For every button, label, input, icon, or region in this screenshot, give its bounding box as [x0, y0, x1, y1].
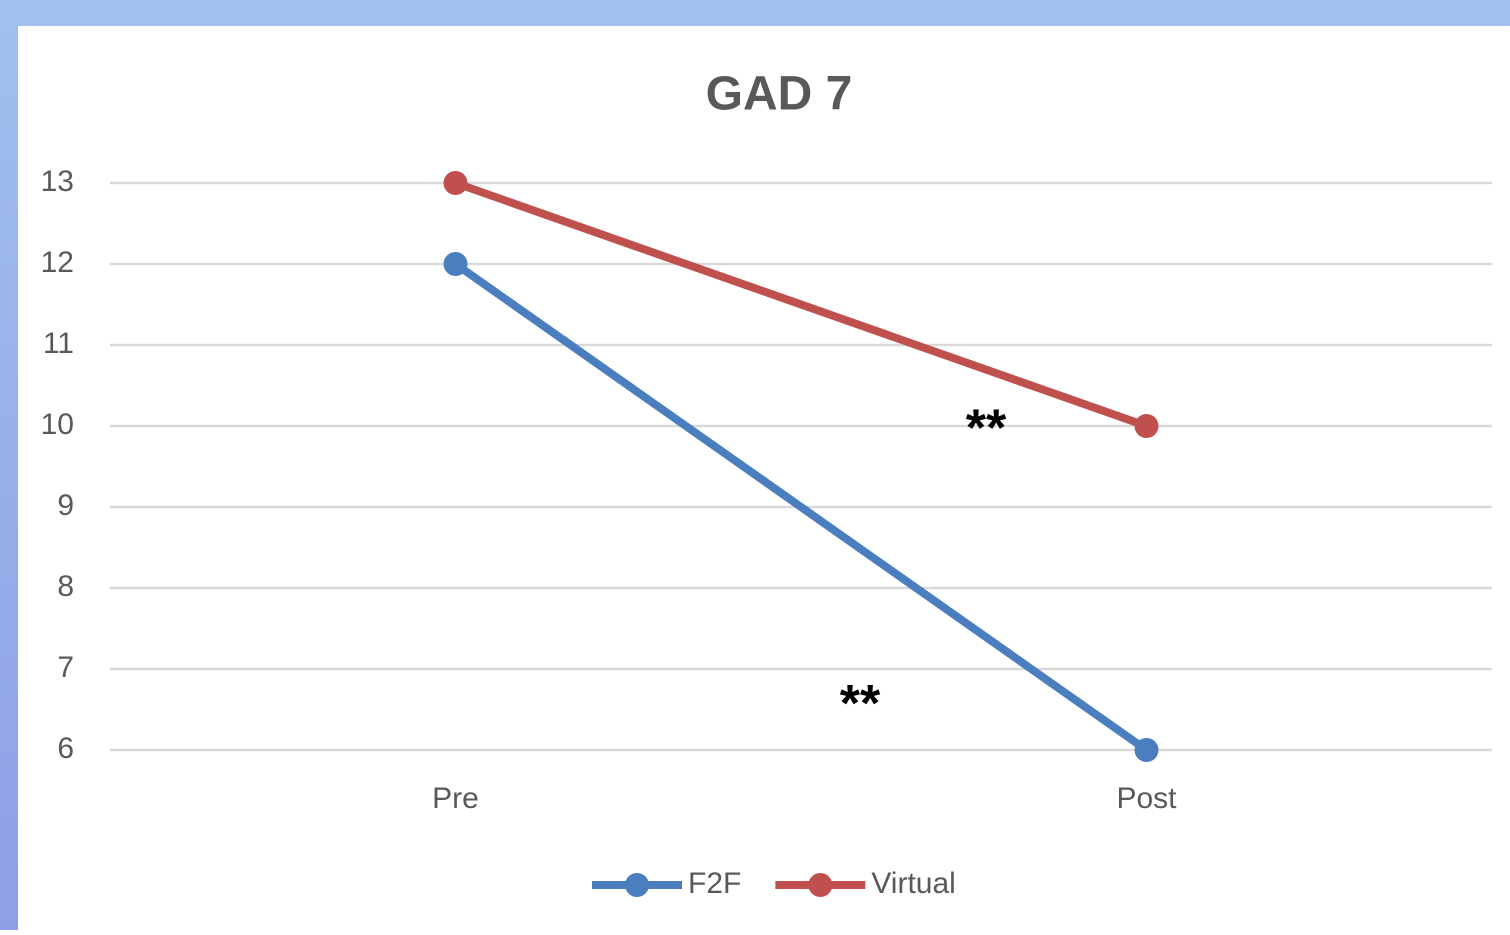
- x-tick-label: Pre: [432, 782, 479, 815]
- annotation: **: [840, 675, 881, 733]
- data-point: [443, 171, 468, 195]
- data-point: [1134, 414, 1159, 438]
- chart-title: GAD 7: [706, 68, 853, 121]
- x-tick-label: Post: [1116, 782, 1177, 815]
- y-tick-label: 6: [57, 732, 74, 765]
- y-tick-label: 10: [41, 408, 74, 441]
- data-point: [1134, 738, 1159, 762]
- y-tick-label: 8: [57, 570, 74, 603]
- y-tick-label: 12: [41, 246, 74, 279]
- y-tick-label: 7: [57, 651, 74, 684]
- data-point: [443, 252, 468, 276]
- annotation: **: [966, 400, 1007, 458]
- series-line: [454, 179, 1148, 430]
- y-tick-label: 11: [43, 327, 74, 360]
- y-tick-label: 9: [57, 489, 74, 522]
- series-line: [453, 260, 1149, 754]
- legend-marker: [808, 873, 833, 897]
- legend-label: F2F: [688, 867, 741, 900]
- y-tick-label: 13: [41, 165, 74, 198]
- legend-marker: [625, 873, 649, 897]
- legend-label: Virtual: [871, 867, 956, 900]
